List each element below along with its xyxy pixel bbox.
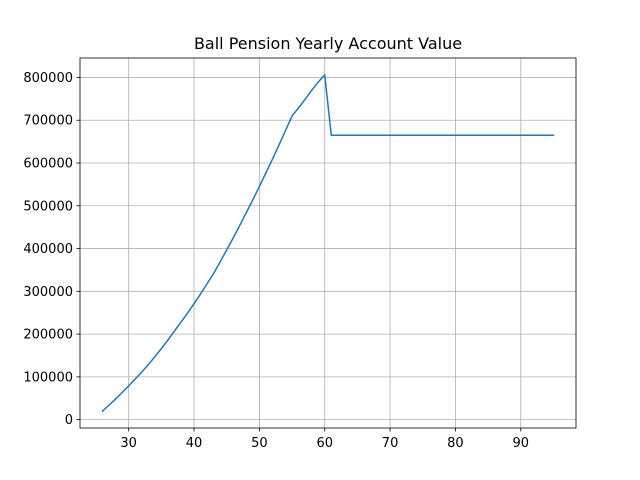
- y-tick-label: 700000: [23, 114, 73, 129]
- y-tick-label: 600000: [23, 157, 73, 172]
- x-tick-label: 90: [513, 436, 530, 451]
- x-tick-label: 60: [316, 436, 333, 451]
- x-tick-label: 70: [382, 436, 399, 451]
- y-axis: 0 100000 200000 300000 400000 500000 600000 700…: [23, 71, 80, 428]
- y-tick-label: 400000: [23, 242, 73, 257]
- series-layer: [101, 74, 555, 413]
- x-tick-label: 40: [186, 436, 203, 451]
- y-tick-label: 800000: [23, 71, 73, 86]
- x-axis: 30 40 50 60 70 80 90: [120, 428, 529, 451]
- axes-frame: [79, 57, 577, 429]
- x-tick-label: 50: [251, 436, 268, 451]
- y-tick-label: 200000: [23, 328, 73, 343]
- x-tick-label: 80: [447, 436, 464, 451]
- x-tick-label: 30: [120, 436, 137, 451]
- y-tick-label: 500000: [23, 199, 73, 214]
- grid: [80, 58, 576, 428]
- y-tick-label: 0: [65, 413, 73, 428]
- chart-title: Ball Pension Yearly Account Value: [194, 34, 462, 53]
- y-tick-label: 300000: [23, 285, 73, 300]
- series-line: [101, 74, 555, 413]
- y-tick-label: 100000: [23, 370, 73, 385]
